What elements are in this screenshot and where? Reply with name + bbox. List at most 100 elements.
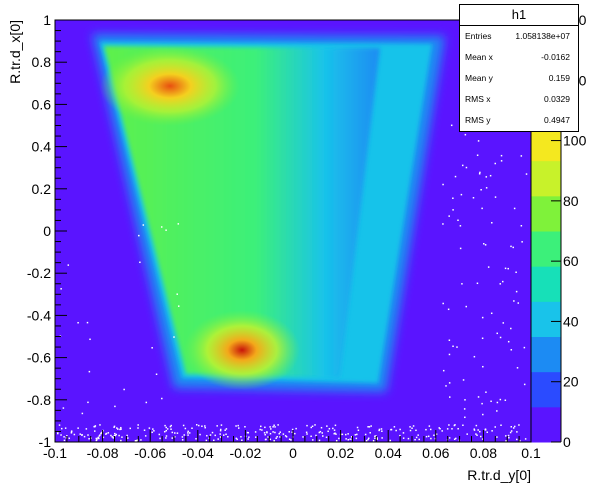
noise-point — [320, 426, 323, 429]
noise-point — [457, 219, 459, 222]
noise-point — [312, 439, 314, 441]
stats-value: 0.4947 — [544, 115, 570, 125]
noise-point — [520, 224, 523, 227]
noise-point — [484, 244, 487, 246]
noise-point — [369, 432, 371, 434]
noise-point — [389, 439, 392, 442]
noise-point — [276, 435, 278, 438]
noise-point — [235, 437, 238, 440]
z-tick-label: 40 — [563, 313, 579, 329]
palette-swatch — [531, 195, 561, 232]
noise-point — [121, 436, 123, 438]
x-axis-title: R.tr.d_y[0] — [467, 467, 531, 483]
noise-point — [247, 431, 250, 434]
noise-point — [355, 437, 358, 440]
noise-point — [476, 154, 479, 156]
noise-point — [117, 428, 119, 430]
noise-point — [466, 433, 468, 435]
noise-point — [450, 124, 453, 127]
noise-point — [332, 427, 334, 430]
noise-point — [170, 428, 172, 430]
noise-point — [142, 224, 145, 226]
noise-point — [204, 425, 206, 427]
noise-point — [327, 430, 329, 433]
noise-point — [496, 401, 499, 404]
z-tick-label: 100 — [563, 133, 587, 149]
noise-point — [318, 431, 321, 434]
noise-point — [334, 432, 336, 434]
noise-point — [523, 346, 526, 349]
noise-point — [491, 222, 493, 224]
noise-point — [367, 426, 369, 428]
noise-point — [516, 438, 518, 441]
noise-point — [110, 434, 112, 437]
noise-point — [166, 428, 169, 430]
noise-point — [334, 424, 337, 427]
noise-point — [199, 433, 201, 436]
x-tick-label: 0.06 — [422, 445, 449, 461]
x-tick-label: 0.02 — [327, 445, 354, 461]
noise-point — [508, 436, 510, 439]
noise-point — [244, 426, 246, 428]
noise-point — [151, 431, 153, 434]
stats-row-mean-x: Mean x -0.0162 — [460, 47, 578, 68]
noise-point — [513, 425, 516, 428]
stats-value: -0.0162 — [541, 52, 570, 62]
noise-point — [457, 427, 459, 430]
noise-point — [60, 288, 62, 290]
palette-swatch — [531, 336, 561, 373]
stats-row-mean-y: Mean y 0.159 — [460, 68, 578, 89]
noise-point — [114, 434, 117, 437]
noise-point — [429, 428, 432, 431]
noise-point — [165, 426, 167, 429]
noise-point — [435, 433, 438, 435]
noise-point — [381, 437, 383, 439]
noise-point — [376, 437, 379, 439]
noise-point — [120, 428, 122, 430]
noise-point — [100, 432, 102, 435]
noise-point — [448, 437, 451, 439]
x-tick-label: 0.04 — [375, 445, 402, 461]
x-tick-label: -0.04 — [182, 445, 214, 461]
noise-point — [225, 428, 228, 430]
noise-point — [77, 321, 79, 324]
noise-point — [139, 261, 141, 264]
noise-point — [169, 425, 172, 428]
noise-point — [365, 439, 368, 442]
noise-point — [159, 437, 161, 440]
noise-point — [165, 437, 167, 439]
noise-point — [195, 438, 197, 440]
noise-point — [67, 264, 70, 266]
noise-point — [512, 427, 515, 429]
noise-point — [164, 424, 166, 427]
noise-point — [88, 370, 91, 373]
noise-point — [60, 427, 63, 430]
noise-point — [442, 302, 444, 305]
density-map — [57, 34, 528, 442]
noise-point — [96, 438, 98, 441]
noise-point — [480, 435, 482, 438]
noise-point — [515, 271, 517, 274]
z-tick-label: 60 — [563, 253, 579, 269]
noise-point — [254, 436, 257, 438]
noise-point — [414, 438, 416, 441]
noise-point — [272, 426, 274, 428]
noise-point — [137, 427, 139, 429]
noise-point — [259, 428, 261, 431]
palette-swatch — [531, 406, 561, 443]
noise-point — [376, 438, 378, 440]
noise-point — [273, 439, 275, 442]
noise-point — [291, 431, 293, 433]
noise-point — [513, 207, 516, 210]
noise-point — [333, 432, 335, 435]
noise-point — [504, 399, 507, 402]
noise-point — [85, 428, 88, 430]
noise-point — [225, 433, 227, 436]
noise-point — [491, 430, 493, 432]
palette-swatch — [531, 160, 561, 197]
noise-point — [441, 430, 443, 432]
noise-point — [461, 164, 464, 167]
noise-point — [449, 396, 451, 398]
noise-point — [220, 424, 223, 426]
noise-point — [66, 435, 68, 437]
